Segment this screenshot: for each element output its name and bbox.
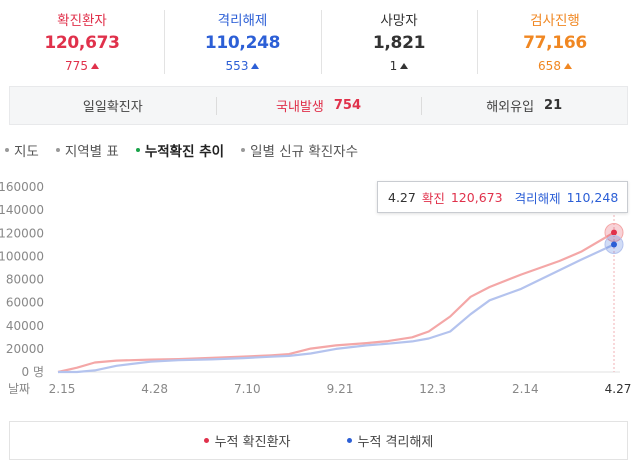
daily-cases-box: 일일확진자 국내발생 754 해외유입 21 [9, 86, 628, 125]
stat-delta-value: 553 [225, 59, 249, 73]
confirmed-series-line [57, 231, 615, 374]
daily-domestic-label: 국내발생 [276, 100, 324, 115]
legend-dot-icon [346, 438, 352, 443]
x-tick-label: 4.28 [141, 382, 168, 396]
released-series-line [58, 243, 615, 374]
y-tick-label: 140000 [0, 203, 44, 217]
tab-label: 누적확진 추이 [144, 144, 225, 160]
up-arrow-icon [90, 63, 99, 69]
stat-delta-value: 775 [65, 59, 88, 73]
stat-label: 확진환자 [57, 13, 107, 29]
daily-total-label: 일일확진자 [82, 100, 143, 115]
x-tick-label: 12.3 [419, 382, 446, 396]
legend-confirmed-label: 누적 확진환자 [214, 435, 291, 450]
tab-region-table[interactable]: 지역별 표 [55, 140, 119, 160]
bullet-icon [135, 148, 140, 152]
bullet-icon [55, 148, 60, 152]
bullet-icon [241, 148, 246, 152]
tab-cumulative-trend[interactable]: 누적확진 추이 [135, 140, 225, 160]
y-tick-label: 60000 [6, 296, 44, 310]
stat-label: 검사진행 [530, 13, 580, 29]
tooltip-released-label: 격리해제 [514, 190, 561, 206]
y-tick-label: 0 명 [22, 365, 45, 379]
daily-overseas: 해외유입 21 [421, 87, 627, 124]
stat-delta: 1 [321, 59, 477, 73]
chart-tooltip: 4.27 확진 120,673 격리해제 110,248 [377, 181, 628, 213]
stat-delta-value: 1 [389, 59, 398, 73]
stat-delta-value: 658 [538, 59, 561, 73]
stat-value: 1,821 [372, 33, 426, 53]
confirmed-marker[interactable] [611, 229, 617, 236]
stats-row: 확진환자 120,673 775 격리해제 110,248 553 사망자 1,… [0, 0, 633, 84]
stat-confirmed: 확진환자 120,673 775 [0, 0, 164, 84]
bullet-icon [5, 148, 9, 152]
stat-testing: 검사진행 77,166 658 [477, 0, 633, 84]
stat-deaths: 사망자 1,821 1 [321, 0, 477, 84]
x-tick-label: 9.21 [327, 382, 354, 396]
up-arrow-icon [563, 63, 572, 69]
tooltip-confirmed-label: 확진 [421, 190, 445, 206]
up-arrow-icon [400, 63, 409, 69]
legend-released[interactable]: 누적 격리해제 [346, 431, 434, 450]
daily-overseas-label: 해외유입 [486, 100, 535, 115]
stat-delta: 553 [164, 59, 321, 73]
stat-value: 110,248 [204, 33, 281, 53]
y-tick-label: 120000 [0, 226, 44, 240]
chart-tabs: 지도 지역별 표 누적확진 추이 일별 신규 확진자수 [5, 140, 375, 160]
y-tick-label: 40000 [6, 319, 44, 333]
legend-confirmed[interactable]: 누적 확진환자 [203, 431, 291, 450]
x-tick-label: 2.14 [512, 382, 539, 396]
y-tick-label: 80000 [6, 273, 44, 287]
stat-label: 격리해제 [217, 13, 268, 29]
x-tick-label: 7.10 [234, 382, 261, 396]
stat-delta: 658 [477, 59, 633, 73]
daily-overseas-value: 21 [544, 98, 563, 113]
stat-label: 사망자 [380, 13, 418, 29]
up-arrow-icon [251, 63, 260, 69]
y-tick-label: 160000 [0, 180, 44, 194]
y-tick-label: 100000 [0, 249, 44, 263]
stat-value: 77,166 [523, 33, 587, 53]
released-marker[interactable] [611, 241, 617, 248]
stat-delta: 775 [0, 59, 164, 73]
daily-total: 일일확진자 [10, 87, 216, 124]
tab-label: 일별 신규 확진자수 [250, 144, 359, 160]
cumulative-chart[interactable]: 160000 140000 120000 100000 80000 60000 40000 2… [0, 175, 633, 405]
legend-dot-icon [203, 438, 209, 443]
tab-label: 지도 [14, 144, 39, 160]
tooltip-confirmed-value: 120,673 [450, 189, 503, 205]
chart-legend: 누적 확진환자 누적 격리해제 [9, 421, 628, 460]
stat-value: 120,673 [44, 33, 120, 53]
tooltip-released-value: 110,248 [566, 189, 619, 205]
legend-released-label: 누적 격리해제 [357, 435, 434, 450]
x-tick-label: 2.15 [49, 382, 76, 396]
tab-label: 지역별 표 [64, 144, 119, 160]
x-tick-label: 4.27 [605, 382, 632, 396]
daily-domestic: 국내발생 754 [215, 87, 422, 124]
y-tick-label: 20000 [6, 342, 44, 356]
tab-daily-new[interactable]: 일별 신규 확진자수 [241, 140, 358, 160]
tooltip-date: 4.27 [388, 189, 416, 205]
stat-released: 격리해제 110,248 553 [164, 0, 321, 84]
x-axis-label: 날짜 [8, 382, 30, 396]
tab-map[interactable]: 지도 [5, 140, 39, 160]
daily-domestic-value: 754 [333, 98, 361, 113]
